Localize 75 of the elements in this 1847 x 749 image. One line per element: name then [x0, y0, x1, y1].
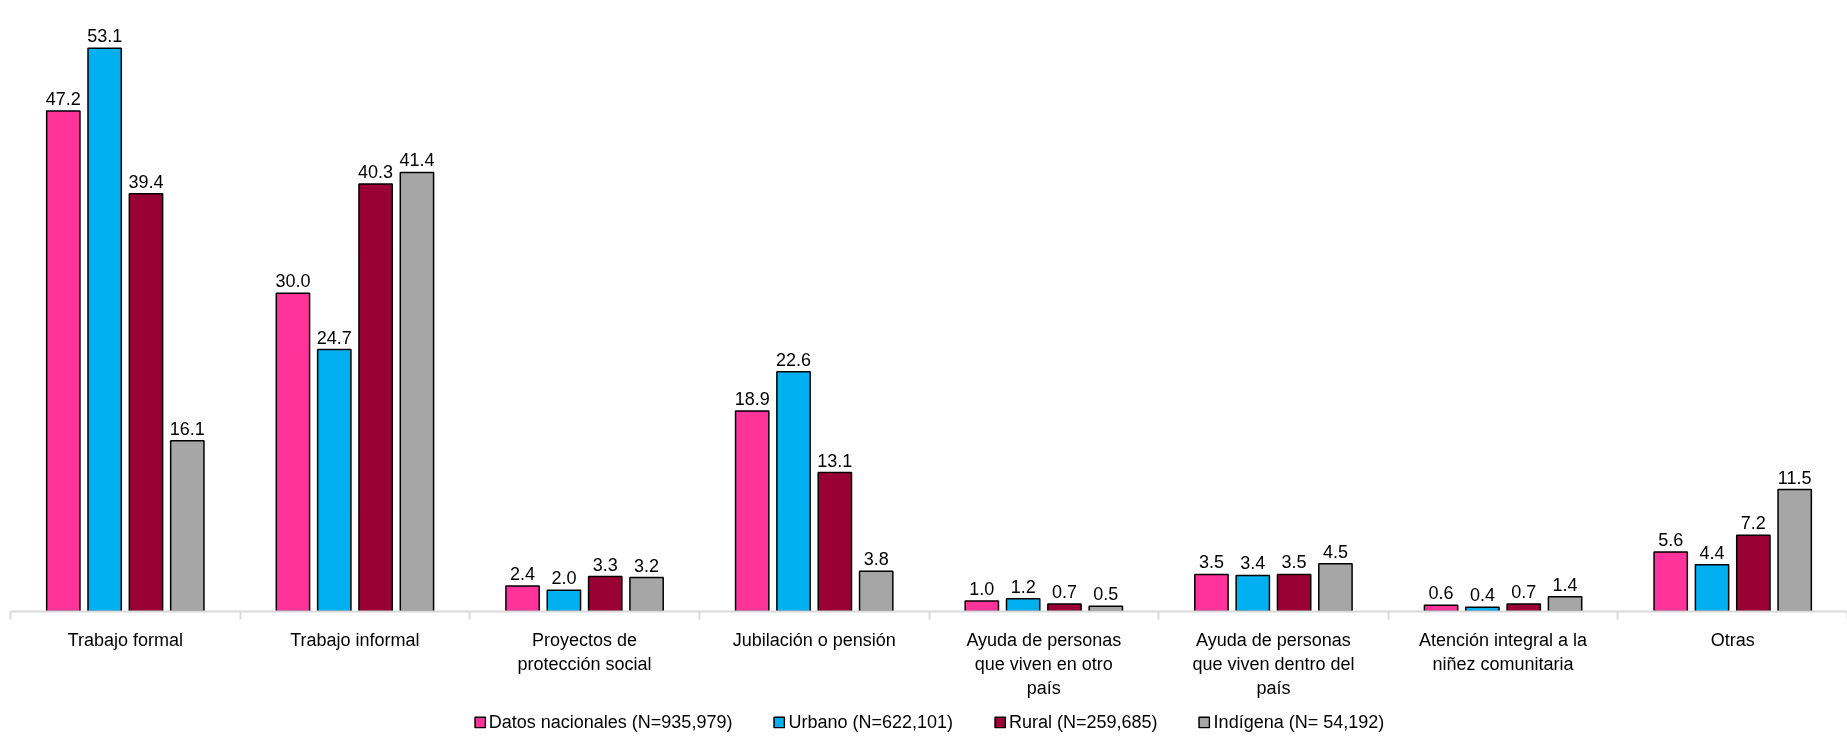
bar — [87, 47, 123, 612]
bar — [964, 600, 1000, 612]
data-label: 40.3 — [358, 162, 394, 183]
bar — [45, 110, 81, 612]
bar — [734, 410, 770, 612]
legend-label: Rural (N=259,685) — [1009, 711, 1158, 733]
bar — [399, 171, 435, 612]
bar — [316, 348, 352, 612]
data-label: 4.5 — [1322, 541, 1348, 562]
x-tick-label: Otras — [1710, 629, 1755, 650]
x-tick-label: Trabajo formal — [67, 629, 183, 650]
bar — [629, 576, 664, 612]
data-label: 3.5 — [1281, 552, 1307, 573]
x-tick-label: Jubilación o pensión — [732, 629, 896, 650]
bar — [1235, 574, 1271, 612]
data-label: 2.0 — [551, 568, 577, 589]
bar — [817, 471, 853, 612]
bar — [1506, 603, 1542, 612]
bar — [1276, 573, 1312, 612]
bar — [1194, 573, 1229, 612]
data-label: 3.5 — [1198, 552, 1224, 573]
bar — [858, 570, 894, 612]
data-label: 0.5 — [1093, 584, 1119, 605]
data-label: 3.3 — [592, 554, 618, 575]
x-tick-label: Ayuda de personas que viven dentro del país — [1192, 629, 1355, 698]
bar — [776, 371, 811, 612]
data-label: 11.5 — [1777, 467, 1812, 488]
data-label: 5.6 — [1658, 530, 1684, 551]
bar — [275, 292, 311, 612]
bar — [1005, 598, 1041, 612]
bar — [1318, 563, 1353, 612]
bar — [169, 440, 205, 612]
bar — [358, 183, 393, 612]
bar — [1777, 488, 1813, 612]
data-label: 1.0 — [969, 578, 995, 599]
data-label: 4.4 — [1699, 542, 1725, 563]
data-label: 3.2 — [634, 555, 660, 576]
bar — [1423, 604, 1459, 612]
data-label: 39.4 — [128, 171, 164, 192]
bar — [1694, 564, 1730, 612]
legend-label: Datos nacionales (N=935,979) — [488, 711, 733, 733]
legend-label: Indígena (N= 54,192) — [1213, 711, 1385, 733]
data-label: 7.2 — [1740, 513, 1766, 534]
legend-label: Urbano (N=622,101) — [788, 711, 954, 733]
data-label: 0.7 — [1511, 582, 1537, 603]
data-label: 2.4 — [510, 564, 536, 585]
bar — [546, 589, 582, 612]
data-label: 3.8 — [863, 549, 889, 570]
x-tick-label: Atención integral a la niñez comunitaria — [1419, 629, 1589, 674]
data-label: 0.4 — [1469, 585, 1495, 606]
bar — [1653, 551, 1689, 612]
data-label: 41.4 — [399, 150, 435, 171]
data-label: 30.0 — [275, 271, 311, 292]
data-label: 47.2 — [45, 88, 81, 109]
bar — [1047, 603, 1082, 612]
data-label: 18.9 — [734, 389, 770, 410]
data-label: 16.1 — [169, 418, 205, 439]
x-tick-label: Ayuda de personas que viven en otro país — [966, 629, 1122, 698]
data-label: 13.1 — [817, 450, 853, 471]
bar — [505, 585, 540, 612]
data-label: 22.6 — [776, 349, 812, 370]
bar — [1735, 534, 1771, 612]
data-label: 1.2 — [1010, 576, 1036, 597]
data-label: 1.4 — [1552, 574, 1578, 595]
data-label: 53.1 — [87, 26, 123, 47]
data-label: 3.4 — [1240, 553, 1266, 574]
bar — [1547, 595, 1583, 612]
data-label: 0.7 — [1051, 582, 1077, 603]
data-label: 0.6 — [1428, 583, 1454, 604]
x-tick-label: Proyectos de protección social — [517, 629, 652, 674]
bar — [128, 192, 164, 612]
x-tick-label: Trabajo informal — [290, 629, 420, 650]
bar — [587, 575, 623, 612]
bar — [1088, 605, 1124, 612]
data-label: 24.7 — [316, 327, 352, 348]
